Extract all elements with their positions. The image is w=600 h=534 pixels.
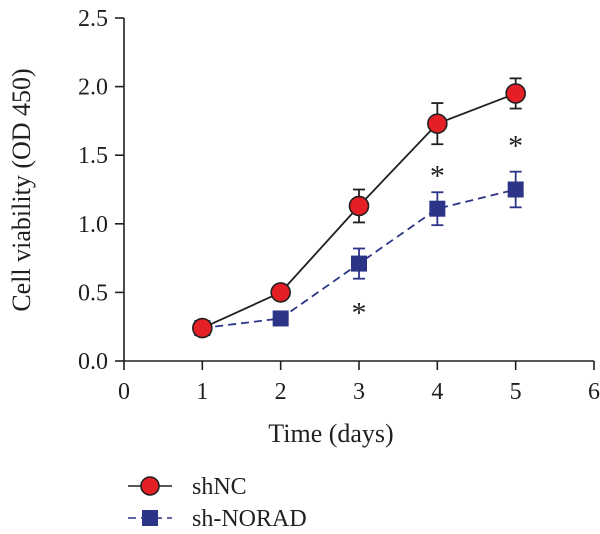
data-point (505, 83, 526, 104)
legend-marker-sh-norad (142, 510, 158, 526)
y-tick-label: 1.5 (78, 143, 108, 169)
y-tick-label: 0.0 (78, 349, 108, 375)
series-layer (192, 77, 526, 339)
data-point (507, 181, 524, 198)
x-axis-title: Time (days) (268, 419, 393, 448)
y-tick-label: 2.0 (78, 75, 108, 101)
x-tick-label: 5 (510, 379, 522, 405)
y-axis-ticks: 0.0 0.5 1.0 1.5 2.0 2.5 (78, 6, 124, 375)
data-point (351, 255, 367, 272)
x-tick-label: 1 (196, 379, 208, 405)
significance-marker: * (430, 160, 445, 193)
legend-item-sh-norad: sh-NORAD (128, 506, 307, 532)
y-axis-title: Cell viability (OD 450) (7, 68, 36, 311)
significance-marker: * (352, 297, 367, 330)
y-tick-label: 0.5 (78, 280, 108, 306)
x-tick-label: 0 (118, 379, 130, 405)
x-tick-label: 6 (588, 379, 600, 405)
legend-label-sh-norad: sh-NORAD (192, 506, 307, 532)
data-point (272, 310, 289, 327)
legend-marker-shnc (140, 476, 160, 496)
series-shnc (192, 77, 526, 339)
data-point (348, 195, 370, 217)
significance-marker: * (508, 129, 523, 162)
x-tick-label: 3 (353, 379, 365, 405)
x-axis-ticks: 0 1 2 3 4 5 6 (118, 361, 600, 405)
data-point (429, 200, 446, 217)
legend: shNC sh-NORAD (128, 474, 307, 532)
x-tick-label: 4 (431, 379, 443, 405)
y-tick-label: 1.0 (78, 212, 108, 238)
annotations: * * * (352, 129, 524, 329)
legend-label-shnc: shNC (192, 474, 247, 500)
data-point (427, 113, 448, 134)
legend-item-shnc: shNC (128, 474, 247, 500)
y-tick-label: 2.5 (78, 6, 108, 32)
data-point (192, 317, 213, 339)
x-tick-label: 2 (275, 379, 287, 405)
data-point (270, 282, 291, 303)
